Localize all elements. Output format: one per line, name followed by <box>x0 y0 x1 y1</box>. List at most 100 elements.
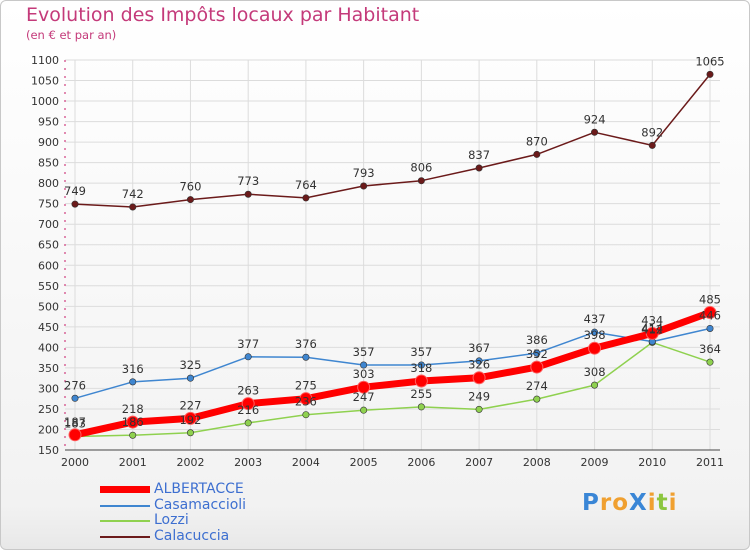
data-point-lozzi <box>706 358 714 366</box>
x-tick-label: 2010 <box>638 456 666 469</box>
data-point-albertacce <box>68 428 82 442</box>
data-label-albertacce: 318 <box>410 361 432 375</box>
data-point-casamaccioli <box>706 324 714 332</box>
data-label-lozzi: 192 <box>179 413 201 427</box>
data-point-casamaccioli <box>360 361 368 369</box>
legend-label: Casamaccioli <box>154 496 247 513</box>
data-point-albertacce <box>126 415 140 429</box>
data-label-casamaccioli: 446 <box>699 308 721 322</box>
logo-letter: i <box>668 490 678 516</box>
data-label-casamaccioli: 386 <box>526 333 548 347</box>
data-label-lozzi: 247 <box>353 390 375 404</box>
data-point-casamaccioli <box>302 353 310 361</box>
data-label-lozzi: 249 <box>468 389 490 403</box>
data-label-albertacce: 352 <box>526 347 548 361</box>
data-label-lozzi: 255 <box>410 387 432 401</box>
x-tick-label: 2002 <box>176 456 204 469</box>
logo-letter: P <box>582 490 600 516</box>
proxiti-logo: ProXiti <box>582 490 678 516</box>
data-label-albertacce: 303 <box>353 367 375 381</box>
data-point-albertacce <box>530 360 544 374</box>
data-label-albertacce: 218 <box>122 402 144 416</box>
x-tick-label: 2003 <box>234 456 262 469</box>
data-label-casamaccioli: 437 <box>584 312 606 326</box>
chart-title: Evolution des Impôts locaux par Habitant <box>26 4 420 26</box>
y-tick-label: 150 <box>38 444 59 457</box>
logo-letter: o <box>612 490 630 516</box>
data-label-casamaccioli: 316 <box>122 362 144 376</box>
y-tick-label: 450 <box>38 321 59 334</box>
y-tick-label: 350 <box>38 362 59 375</box>
data-point-lozzi <box>417 403 425 411</box>
data-point-albertacce <box>645 326 659 340</box>
data-point-calacuccia <box>417 177 425 185</box>
chart-subtitle: (en € et par an) <box>26 28 117 42</box>
series-line-albertacce <box>71 309 714 439</box>
data-label-calacuccia: 773 <box>237 174 259 188</box>
data-label-calacuccia: 764 <box>295 178 317 192</box>
x-tick-label: 2001 <box>119 456 147 469</box>
data-label-calacuccia: 870 <box>526 134 548 148</box>
data-point-casamaccioli <box>71 394 79 402</box>
x-tick-label: 2011 <box>696 456 724 469</box>
data-point-calacuccia <box>129 203 137 211</box>
y-tick-label: 200 <box>38 423 59 436</box>
data-label-albertacce: 227 <box>179 398 201 412</box>
data-point-albertacce <box>414 374 428 388</box>
data-point-calacuccia <box>706 70 714 78</box>
data-label-casamaccioli: 376 <box>295 337 317 351</box>
data-point-albertacce <box>588 341 602 355</box>
data-point-calacuccia <box>533 150 541 158</box>
data-point-casamaccioli <box>244 353 252 361</box>
data-label-calacuccia: 1065 <box>695 54 724 68</box>
data-label-lozzi: 186 <box>122 415 144 429</box>
series-line-calacuccia <box>74 73 711 208</box>
data-label-lozzi: 364 <box>699 342 721 356</box>
data-point-lozzi <box>129 431 137 439</box>
y-tick-label: 250 <box>38 403 59 416</box>
data-label-calacuccia: 892 <box>641 125 663 139</box>
data-label-lozzi: 274 <box>526 379 548 393</box>
x-tick-label: 2000 <box>61 456 89 469</box>
data-label-calacuccia: 837 <box>468 148 490 162</box>
data-point-lozzi <box>533 395 541 403</box>
x-tick-label: 2005 <box>350 456 378 469</box>
data-label-casamaccioli: 276 <box>64 378 86 392</box>
data-point-calacuccia <box>591 128 599 136</box>
data-point-lozzi <box>591 381 599 389</box>
data-point-lozzi <box>475 405 483 413</box>
data-label-lozzi: 183 <box>64 416 86 430</box>
data-point-albertacce <box>357 380 371 394</box>
x-tick-label: 2007 <box>465 456 493 469</box>
data-point-calacuccia <box>648 141 656 149</box>
data-label-albertacce: 187 <box>64 415 86 429</box>
logo-letter: X <box>629 490 648 516</box>
x-tick-label: 2009 <box>581 456 609 469</box>
y-tick-label: 550 <box>38 280 59 293</box>
y-tick-label: 800 <box>38 177 59 190</box>
data-point-lozzi <box>186 429 194 437</box>
legend-label: ALBERTACCE <box>154 481 244 497</box>
data-label-casamaccioli: 357 <box>410 345 432 359</box>
data-label-lozzi: 216 <box>237 403 259 417</box>
data-label-casamaccioli: 357 <box>353 345 375 359</box>
data-label-albertacce: 434 <box>641 313 663 327</box>
data-point-casamaccioli <box>129 378 137 386</box>
legend-swatch <box>100 486 150 493</box>
data-label-calacuccia: 760 <box>179 180 201 194</box>
data-label-casamaccioli: 325 <box>179 358 201 372</box>
data-point-albertacce <box>183 411 197 425</box>
data-point-albertacce <box>299 392 313 406</box>
data-label-calacuccia: 742 <box>122 187 144 201</box>
data-point-calacuccia <box>71 200 79 208</box>
y-tick-label: 650 <box>38 239 59 252</box>
data-label-lozzi: 236 <box>295 395 317 409</box>
data-point-casamaccioli <box>186 374 194 382</box>
logo-letter: t <box>656 490 669 516</box>
y-tick-label: 300 <box>38 382 59 395</box>
data-point-calacuccia <box>475 164 483 172</box>
x-tick-label: 2008 <box>523 456 551 469</box>
y-tick-label: 700 <box>38 218 59 231</box>
data-point-calacuccia <box>186 196 194 204</box>
